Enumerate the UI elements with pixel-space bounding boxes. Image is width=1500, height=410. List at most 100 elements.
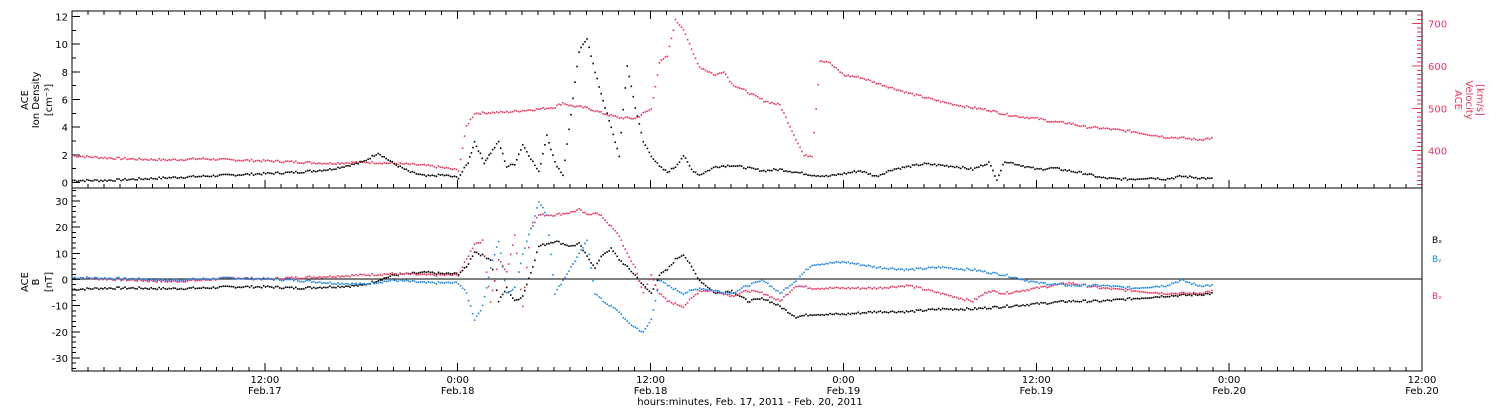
bz-point (511, 244, 514, 246)
bx-point (92, 288, 94, 290)
bz-point (660, 293, 663, 296)
by-point (917, 267, 920, 270)
density-point (282, 172, 285, 175)
by-point (1172, 282, 1175, 285)
bx-point (128, 287, 130, 290)
by-point (799, 275, 801, 278)
density-point (1054, 167, 1056, 169)
density-point (974, 167, 976, 169)
by-point (292, 279, 295, 282)
density-point (560, 171, 562, 174)
velocity-point (1076, 124, 1079, 127)
by-point (710, 289, 713, 291)
bx-point (976, 308, 978, 311)
bz-point (1142, 291, 1145, 293)
by-point (1110, 285, 1113, 288)
bx-point (811, 314, 813, 317)
bz-point (656, 288, 659, 291)
velocity-point (1120, 129, 1123, 131)
velocity-point (162, 158, 165, 160)
density-ytick-label: 8 (62, 68, 68, 79)
bz-point (636, 272, 639, 275)
by-point (580, 249, 582, 251)
velocity-point (582, 106, 584, 109)
bz-point (290, 276, 293, 278)
bx-point (1168, 295, 1171, 298)
velocity-point (146, 158, 148, 161)
bx-point (1164, 296, 1167, 298)
density-point (867, 173, 870, 176)
density-point (630, 85, 633, 88)
by-point (389, 279, 392, 282)
bz-point (501, 264, 504, 267)
by-point (1166, 284, 1169, 287)
by-point (407, 280, 410, 282)
density-point (449, 175, 452, 178)
density-point (1164, 179, 1167, 181)
bx-point (1018, 305, 1020, 307)
by-point (278, 279, 281, 281)
by-point (1048, 283, 1050, 286)
bz-point (493, 280, 496, 282)
by-point (594, 293, 596, 295)
bx-point (455, 272, 458, 275)
density-point (829, 175, 831, 177)
density-point (682, 155, 685, 157)
by-point (885, 267, 888, 270)
velocity-point (405, 162, 408, 165)
bx-point (106, 288, 108, 290)
velocity-point (823, 61, 825, 63)
bx-point (1148, 297, 1151, 299)
density-point (847, 171, 850, 174)
velocity-point (777, 102, 779, 105)
bz-point (415, 274, 418, 276)
bx-point (849, 313, 852, 316)
velocity-point (1040, 117, 1042, 120)
bz-point (124, 278, 126, 280)
density-point (1042, 169, 1044, 171)
bx-point (700, 281, 703, 284)
velocity-point (648, 109, 651, 111)
velocity-point (572, 105, 574, 107)
x-tick-time: 0:00 (832, 375, 854, 386)
velocity-point (753, 93, 755, 96)
by-point (505, 291, 508, 294)
density-point (501, 152, 504, 155)
velocity-point (505, 110, 508, 113)
bz-point (676, 304, 679, 306)
bz-point (849, 287, 852, 290)
density-point (1038, 168, 1040, 170)
velocity-point (437, 165, 440, 167)
bx-point (969, 308, 972, 311)
bz-point (688, 298, 691, 301)
by-point (162, 278, 165, 281)
by-point (110, 277, 112, 280)
by-point (855, 263, 858, 265)
bx-point (536, 251, 538, 254)
bz-point (893, 286, 896, 288)
density-point (218, 174, 221, 176)
bx-point (347, 285, 349, 288)
bx-point (138, 286, 140, 288)
bz-point (851, 287, 854, 289)
density-point (686, 161, 689, 163)
density-point (610, 126, 612, 129)
velocity-point (849, 75, 852, 78)
bz-point (925, 289, 928, 291)
bx-point (451, 273, 454, 275)
bx-point (256, 285, 259, 288)
by-point (751, 282, 753, 285)
by-point (646, 325, 649, 327)
by-point (690, 289, 693, 291)
density-point (767, 169, 769, 172)
bx-point (853, 312, 856, 315)
density-point (708, 169, 711, 172)
velocity-point (574, 106, 576, 108)
bx-point (795, 317, 797, 319)
bz-point (652, 279, 655, 281)
bz-point (1146, 291, 1149, 294)
velocity-point (343, 162, 345, 165)
velocity-point (493, 112, 496, 114)
by-point (718, 290, 721, 293)
velocity-point (1038, 118, 1040, 121)
